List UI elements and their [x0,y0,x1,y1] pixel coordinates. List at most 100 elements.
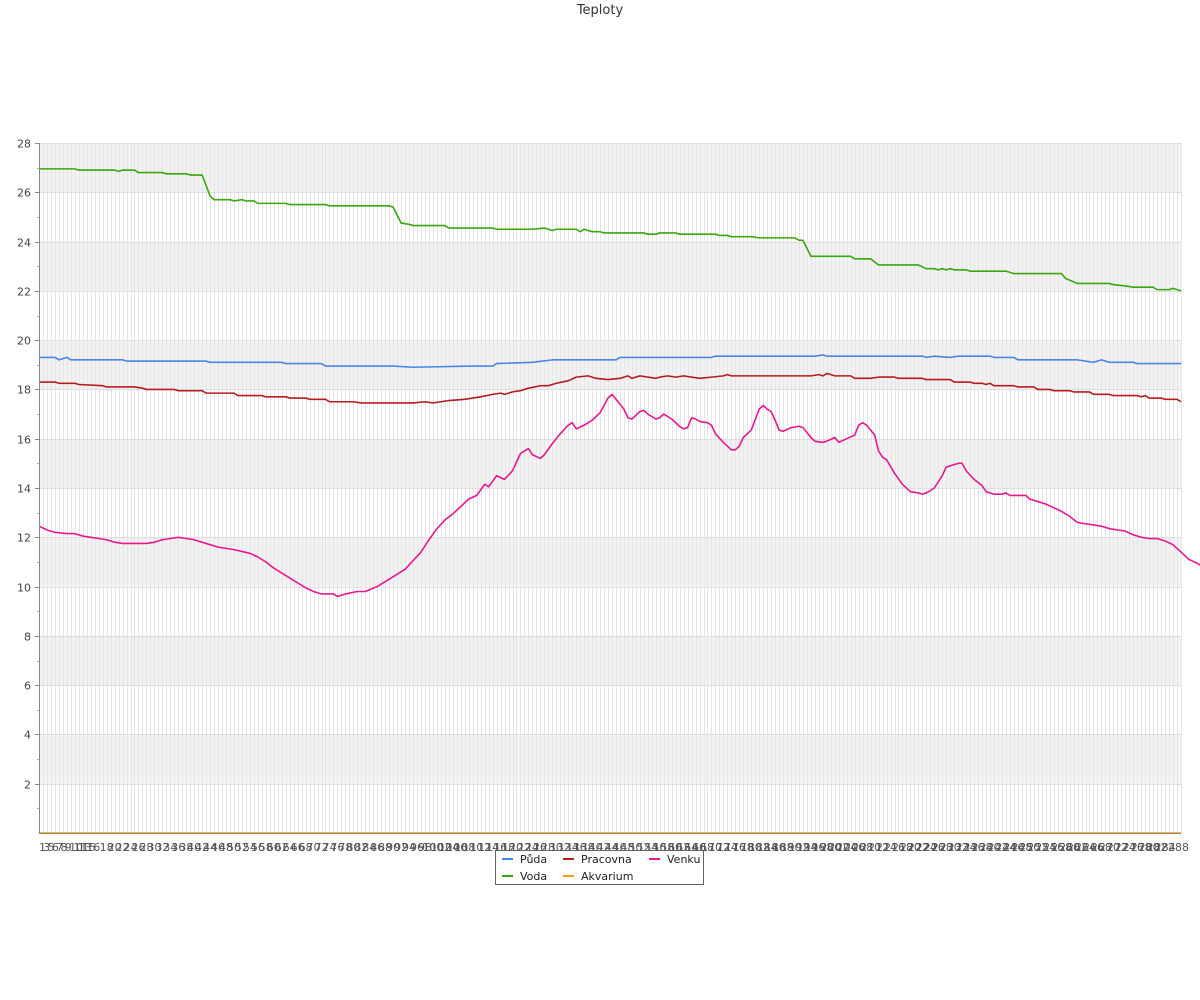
x-tick-label: 266 [1083,841,1104,854]
x-tick-label: 40 [187,841,201,854]
x-tick-label: 36 [171,841,185,854]
x-tick-label-last: 288 [1168,841,1189,854]
x-tick-label: 190 [781,841,802,854]
x-tick-label: 216 [884,841,905,854]
x-tick-label: 234 [956,841,977,854]
legend-item-venku: Venku [649,853,700,867]
x-tick-label: 272 [1107,841,1128,854]
x-tick-label: 13 [78,841,92,854]
x-tick-label: 240 [980,841,1001,854]
chart-legend: Půda Pracovna Venku Voda Akvarium [495,850,704,885]
x-tick-label: 38 [179,841,193,854]
x-tick-label: 186 [765,841,786,854]
horizontal-grid [39,143,1181,785]
x-tick-label: 196 [804,841,825,854]
x-tick-label: 100 [422,841,443,854]
x-tick-label: 242 [987,841,1008,854]
x-tick-label: 66 [291,841,305,854]
x-tick-label: 220 [900,841,921,854]
x-tick-label: 6 [52,841,59,854]
x-tick-label: 232 [948,841,969,854]
x-tick-label: 74 [322,841,336,854]
x-tick-label: 18 [100,841,114,854]
x-tick-label: 104 [438,841,459,854]
x-tick-label: 174 [717,841,738,854]
x-tick-label: 254 [1035,841,1056,854]
x-tick-label: 10 [69,841,83,854]
legend-label-akvarium: Akvarium [581,870,634,883]
x-tick-label: 276 [1123,841,1144,854]
legend-label-pracovna: Pracovna [581,853,632,866]
y-tick-label: 12 [17,532,31,545]
x-tick-label: 258 [1051,841,1072,854]
x-tick-label: 114 [478,841,499,854]
x-tick-label: 68 [299,841,313,854]
x-tick-label: 58 [259,841,273,854]
x-tick-label: 9 [65,841,72,854]
x-tick-label: 110 [462,841,483,854]
x-tick-label: 204 [836,841,857,854]
x-tick-label: 178 [733,841,754,854]
x-tick-label: 256 [1043,841,1064,854]
x-tick-label: 218 [892,841,913,854]
y-tick-label: 10 [17,582,31,595]
legend-swatch-pracovna [563,858,574,860]
x-tick-label: 84 [362,841,376,854]
x-tick-label: 108 [454,841,475,854]
x-tick-label: 56 [251,841,265,854]
x-tick-label: 15 [82,841,96,854]
legend-swatch-venku [649,858,660,860]
x-tick-label: 222 [908,841,929,854]
x-tick-label: 11 [73,841,87,854]
x-tick-label: 48 [219,841,233,854]
legend-label-venku: Venku [667,853,701,866]
y-tick-label: 20 [17,335,31,348]
x-tick-label: 200 [820,841,841,854]
x-tick-label: 226 [924,841,945,854]
x-tick-label: 202 [828,841,849,854]
x-tick-label: 5 [48,841,55,854]
x-tick-label: 30 [147,841,161,854]
x-tick-label: 42 [195,841,209,854]
series-line [39,354,1181,369]
x-tick-label: 252 [1027,841,1048,854]
x-tick-label: 238 [972,841,993,854]
x-tick-label: 86 [370,841,384,854]
x-tick-label: 1 [39,841,46,854]
x-tick-label: 228 [932,841,953,854]
x-tick-label: 62 [275,841,289,854]
x-tick-label: 32 [155,841,169,854]
x-tick-label: 24 [124,841,138,854]
x-tick-label: 22 [116,841,130,854]
x-tick-label: 112 [470,841,491,854]
legend-swatch-puda [502,858,513,860]
y-tick-label: 4 [24,729,31,742]
x-tick-label: 106 [446,841,467,854]
x-tick-label: 64 [283,841,297,854]
x-tick-label: 260 [1059,841,1080,854]
x-tick-label: 184 [757,841,778,854]
y-tick-label: 28 [17,138,31,151]
legend-item-puda: Půda [502,853,547,867]
x-tick-label: 50 [227,841,241,854]
series-line [38,393,1200,598]
x-tick-label: 270 [1099,841,1120,854]
x-tick-label: 46 [211,841,225,854]
x-tick-label: 284 [1155,841,1176,854]
x-tick-label: 80 [346,841,360,854]
x-tick-label: 208 [852,841,873,854]
x-tick-label: 76 [330,841,344,854]
x-tick-label: 98 [418,841,432,854]
x-tick-label: 246 [1003,841,1024,854]
x-tick-label: 26 [131,841,145,854]
x-tick-label: 188 [773,841,794,854]
x-tick-label: 72 [315,841,329,854]
x-tick-label: 102 [430,841,451,854]
y-tick-label: 26 [17,187,31,200]
y-tick-label: 6 [24,680,31,693]
y-tick-label: 24 [17,237,31,250]
x-tick-label: 96 [410,841,424,854]
x-tick-label: 90 [386,841,400,854]
y-tick-label: 18 [17,384,31,397]
